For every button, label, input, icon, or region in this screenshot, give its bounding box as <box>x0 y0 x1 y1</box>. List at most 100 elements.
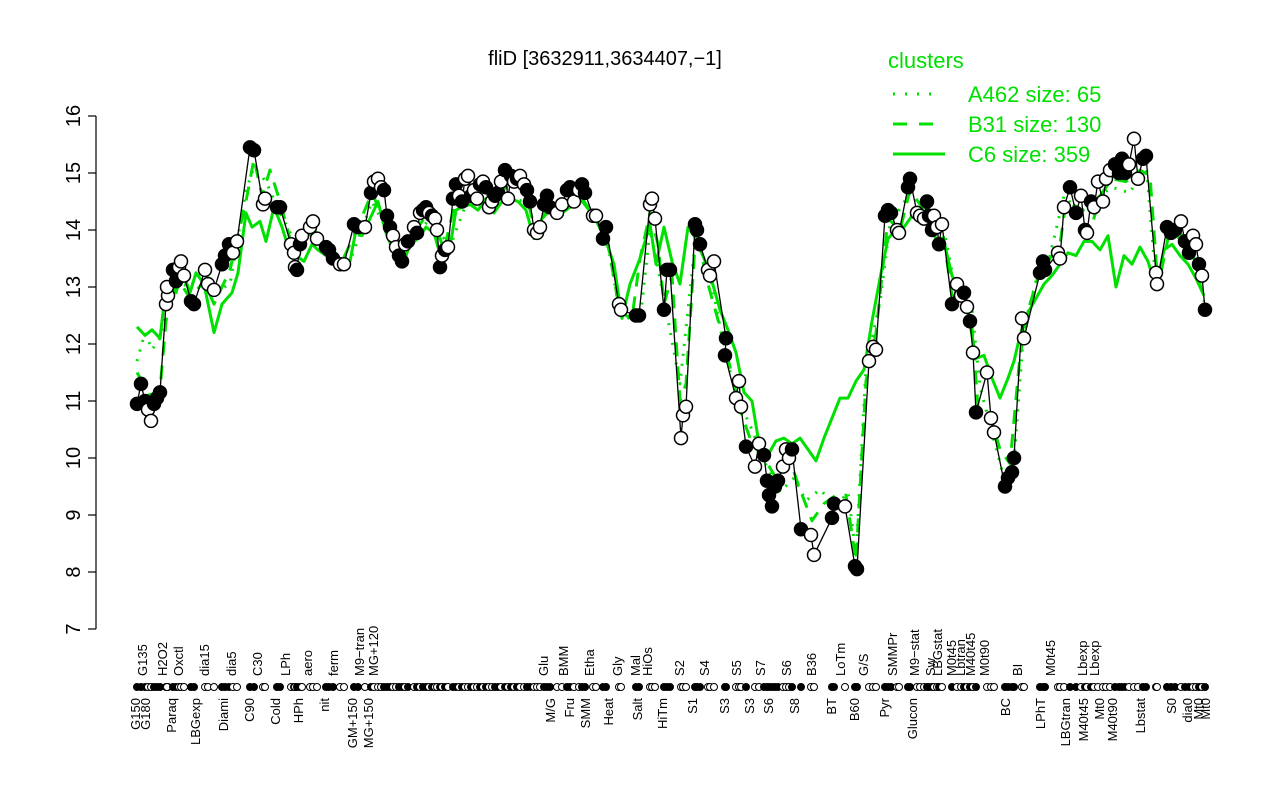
rug-point <box>710 683 718 691</box>
y-tick-label: 10 <box>63 447 85 469</box>
data-point <box>718 331 734 346</box>
data-point <box>143 413 159 429</box>
data-point <box>733 399 749 414</box>
data-point <box>1037 262 1053 278</box>
x-label-top: Gly <box>610 656 625 676</box>
data-point <box>738 439 754 454</box>
data-point <box>883 205 899 221</box>
x-label-top: BI <box>1010 664 1025 676</box>
data-point <box>394 254 410 269</box>
data-point <box>176 268 192 283</box>
x-label-bottom: Cold <box>268 698 283 725</box>
data-point <box>1016 331 1032 346</box>
rug-point <box>298 683 306 691</box>
data-point <box>731 373 747 389</box>
x-label-top: M0t45 <box>944 640 959 676</box>
data-point <box>478 180 494 195</box>
x-label-bottom: LBGexp <box>188 698 203 745</box>
x-label-bottom: Paraq <box>164 698 179 733</box>
y-tick-label: 13 <box>63 276 85 298</box>
x-label-top: Lbexp <box>1075 641 1090 676</box>
data-point <box>1056 199 1072 215</box>
data-point <box>272 199 288 215</box>
x-label-bottom: HiTm <box>655 698 670 729</box>
x-label-bottom: Mt0 <box>1092 698 1107 720</box>
data-point <box>1149 276 1165 292</box>
legend-entry-a462: A462 size: 65 <box>968 82 1101 107</box>
data-point <box>678 399 694 414</box>
data-point <box>764 499 780 514</box>
data-point <box>934 217 950 232</box>
data-point <box>1052 251 1068 266</box>
data-point <box>983 410 999 426</box>
data-point <box>409 225 425 241</box>
data-point <box>956 285 972 300</box>
data-point <box>133 376 149 392</box>
cluster-line-dotted <box>135 160 1202 557</box>
chart-title: fliD [3632911,3634407,−1] <box>488 48 722 70</box>
rug-point <box>895 683 903 691</box>
data-point <box>400 234 416 249</box>
data-point <box>197 262 213 278</box>
data-point <box>1006 450 1022 466</box>
data-point <box>173 254 189 269</box>
x-label-top: HiOs <box>640 647 655 676</box>
x-label-top: Etha <box>582 648 597 676</box>
data-point <box>931 237 947 252</box>
data-point <box>647 211 663 226</box>
data-point <box>689 222 705 238</box>
data-point <box>229 234 245 249</box>
x-label-top: dia15 <box>197 644 212 676</box>
rug-point <box>276 683 284 691</box>
rug-point <box>810 683 818 691</box>
data-point <box>440 239 456 255</box>
x-label-bottom: Lbstat <box>1133 698 1148 734</box>
rug-point <box>906 683 914 691</box>
x-label-bottom: Heat <box>601 698 616 726</box>
data-point <box>968 405 984 420</box>
data-point <box>1138 148 1154 164</box>
data-point <box>469 191 485 206</box>
data-point <box>613 302 629 318</box>
x-label-bottom: Mt0 <box>1191 698 1206 720</box>
x-label-bottom: S3 <box>717 698 732 714</box>
rug-point <box>797 683 805 691</box>
data-point <box>1004 465 1020 480</box>
x-label-top: Lbtran <box>953 639 968 676</box>
rug-point <box>617 683 625 691</box>
data-point <box>257 191 273 206</box>
x-label-top: G/S <box>856 653 871 676</box>
rug-point <box>602 683 610 691</box>
x-label-bottom: S6 <box>761 698 776 714</box>
y-tick-label: 11 <box>63 391 85 412</box>
data-point <box>902 171 918 186</box>
data-point <box>706 254 722 269</box>
data-point <box>152 385 168 400</box>
data-point <box>965 345 981 360</box>
cluster-line-dashed <box>135 157 1206 563</box>
x-label-bottom: M40t90 <box>1105 698 1120 741</box>
data-point <box>1121 157 1137 172</box>
data-point <box>246 142 262 158</box>
x-label-bottom: Fru <box>562 698 577 718</box>
y-axis: 7 8 9 10 11 12 13 14 15 16 <box>63 105 97 635</box>
data-point <box>532 219 548 235</box>
x-label-bottom: Diami <box>216 698 231 731</box>
rug-point <box>1142 683 1150 691</box>
data-point <box>747 459 763 474</box>
rug-point <box>853 683 861 691</box>
data-point <box>770 473 786 489</box>
rug-point <box>872 683 880 691</box>
rug-point <box>742 683 750 691</box>
y-tick-label: 14 <box>63 219 85 241</box>
data-point <box>824 510 840 526</box>
rug-point <box>329 683 337 691</box>
x-label-top: Glu <box>536 656 551 676</box>
x-label-top: S6 <box>779 660 794 676</box>
data-point <box>336 256 352 272</box>
rug-point <box>340 683 348 691</box>
x-label-bottom: LPhT <box>1033 698 1048 729</box>
rug-point <box>354 683 362 691</box>
x-label-top: dia5 <box>224 651 239 676</box>
